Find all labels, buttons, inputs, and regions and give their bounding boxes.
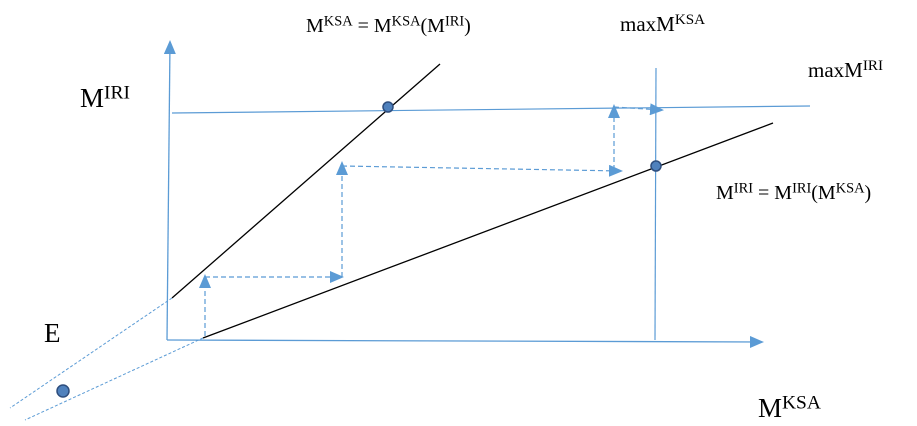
adjustment-path bbox=[199, 103, 664, 336]
x-axis-label: MKSA bbox=[758, 392, 821, 423]
iri-curve-extension bbox=[24, 337, 204, 421]
iri-reaction-function-label: MIRI = MIRI(MKSA) bbox=[716, 180, 872, 204]
y-axis bbox=[163, 40, 176, 341]
ksa-reaction-function-label: MKSA = MKSA(MIRI) bbox=[306, 13, 471, 37]
max-ksa-line bbox=[654, 67, 657, 341]
intersection-point-iri bbox=[650, 160, 662, 172]
intersection-point-ksa bbox=[382, 101, 394, 113]
ksa-curve-extension bbox=[9, 297, 173, 409]
x-axis bbox=[166, 335, 764, 348]
e-point-label: E bbox=[44, 318, 61, 348]
max-ksa-label: maxMKSA bbox=[620, 12, 706, 36]
max-iri-label: maxMIRI bbox=[808, 58, 883, 82]
iri-reaction-curve bbox=[202, 122, 774, 339]
equilibrium-point-e bbox=[56, 384, 70, 398]
ksa-reaction-curve bbox=[171, 63, 441, 299]
max-iri-line bbox=[171, 105, 811, 114]
y-axis-label: MIRI bbox=[80, 82, 130, 113]
